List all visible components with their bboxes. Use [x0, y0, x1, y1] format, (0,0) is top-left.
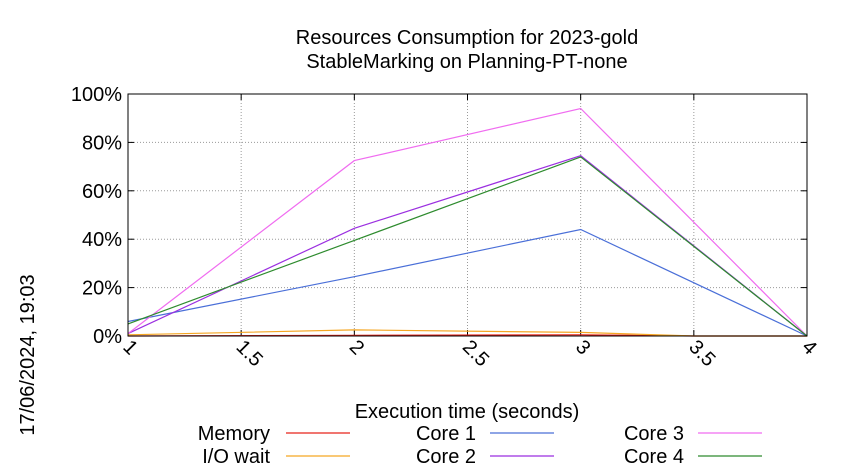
series-line-core-4 [127, 156, 808, 337]
x-axis-label: Execution time (seconds) [355, 401, 580, 423]
legend-label-i-o-wait: I/O wait [202, 446, 270, 468]
chart-title-line-2: StableMarking on Planning-PT-none [306, 51, 627, 73]
series-line-core-1 [127, 228, 808, 337]
series-line-core-2 [127, 155, 808, 337]
legend-label-core-1: Core 1 [416, 423, 476, 445]
y-tick-label: 80% [82, 132, 122, 154]
series-line-core-3 [127, 107, 808, 337]
x-tick-label: 2 [345, 336, 368, 359]
x-tick-label: 2.5 [458, 336, 493, 371]
plot-frame [127, 93, 808, 337]
legend-label-core-4: Core 4 [624, 446, 684, 468]
legend-label-core-2: Core 2 [416, 446, 476, 468]
y-tick-label: 0% [93, 326, 122, 348]
y-tick-label: 40% [82, 229, 122, 251]
axes: 0%20%40%60%80%100%1 1.5 2 2.5 3 3.5 4 [71, 84, 821, 371]
x-tick-label: 1.5 [232, 336, 267, 371]
chart-title-line-1: Resources Consumption for 2023-gold [296, 27, 638, 49]
x-tick-label: 3.5 [684, 336, 719, 371]
y-tick-label: 60% [82, 181, 122, 203]
legend-label-memory: Memory [198, 423, 270, 445]
x-tick-label: 3 [571, 336, 594, 359]
grid [128, 94, 807, 336]
x-tick-label: 4 [797, 336, 820, 359]
y-tick-label: 100% [71, 84, 122, 106]
legend-label-core-3: Core 3 [624, 423, 684, 445]
timestamp: 17/06/2024, 19:03 [17, 274, 39, 435]
y-tick-label: 20% [82, 278, 122, 300]
